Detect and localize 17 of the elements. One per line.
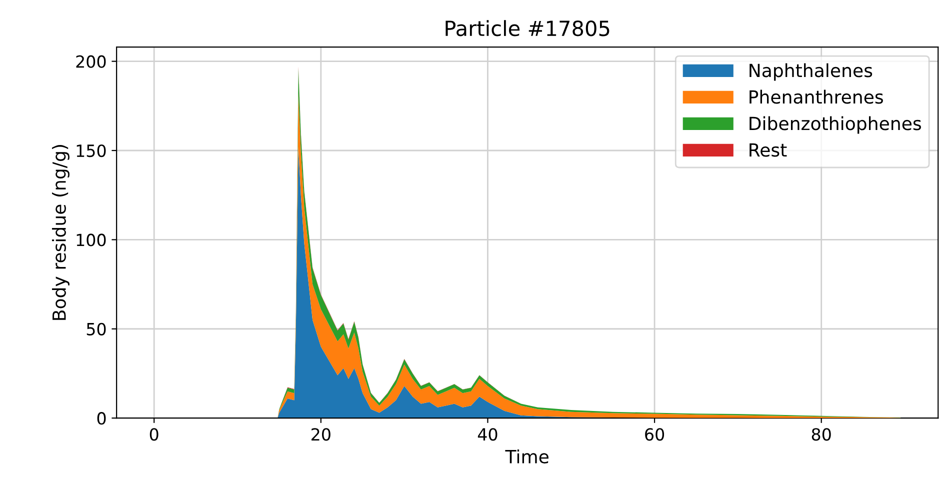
legend-label: Naphthalenes	[750, 63, 872, 81]
x-tick-label: 40	[478, 428, 498, 441]
legend-label: Dibenzothiophenes	[750, 116, 921, 134]
y-tick-label: 100	[76, 234, 106, 246]
x-tick-label: 60	[645, 428, 664, 441]
chart-title: Particle #17805	[446, 20, 610, 36]
legend-label: Phenanthrenes	[750, 90, 883, 104]
y-tick-label: 50	[86, 322, 106, 336]
legend-label: Rest	[750, 143, 787, 157]
y-tick-label: 150	[76, 144, 106, 158]
x-tick-label: 0	[150, 428, 158, 441]
x-tick-label: 20	[312, 428, 330, 441]
x-tick-label: 80	[812, 428, 831, 441]
y-axis-title: Body residue (ng/g)	[52, 145, 70, 320]
y-tick-label: 200	[76, 55, 106, 68]
x-axis-title: Time	[505, 449, 548, 464]
y-tick-label: 0	[97, 412, 106, 425]
